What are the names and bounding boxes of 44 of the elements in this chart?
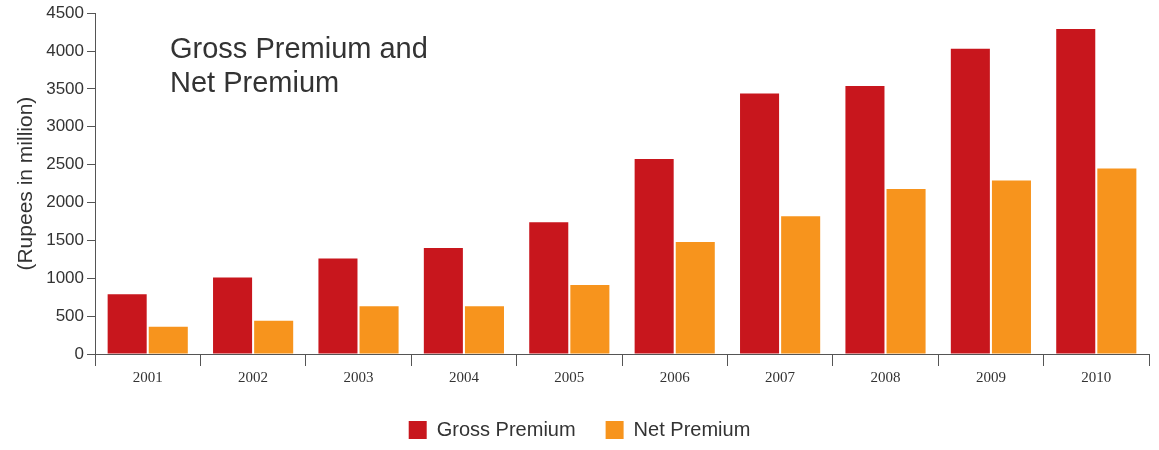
bar: [634, 158, 674, 354]
y-tick-label: 4000: [46, 40, 85, 60]
x-tick-label: 2005: [554, 368, 585, 385]
y-tick-label: 2500: [46, 154, 85, 174]
bar: [359, 306, 399, 354]
bar: [107, 294, 147, 354]
bar: [1056, 29, 1096, 354]
y-tick-label: 2000: [46, 192, 85, 212]
y-tick-label: 0: [74, 343, 85, 363]
y-tick-label: 500: [55, 305, 85, 325]
y-axis-title: (Rupees in million): [13, 96, 37, 271]
bar: [675, 241, 715, 354]
bar: [148, 326, 188, 354]
x-tick-label: 2007: [765, 368, 796, 385]
bar: [781, 216, 821, 354]
y-tick-label: 3000: [46, 116, 85, 136]
y-tick-label: 1500: [46, 230, 85, 250]
legend-label: Gross Premium: [436, 417, 576, 440]
bar: [845, 85, 885, 354]
bar: [254, 320, 294, 354]
legend-label: Net Premium: [633, 417, 751, 440]
bar: [950, 48, 990, 354]
x-tick-label: 2002: [238, 368, 269, 385]
text: Gross Premium and Net Premium: [170, 31, 428, 98]
x-tick-label: 2010: [1081, 368, 1112, 385]
y-tick-label: 3500: [46, 78, 85, 98]
x-tick-label: 2004: [448, 368, 480, 385]
x-tick-label: 2006: [659, 368, 691, 385]
bar: [318, 258, 358, 354]
bar: [570, 285, 610, 354]
x-tick-label: 2003: [343, 368, 374, 385]
y-tick-label: 4500: [46, 2, 85, 22]
y-tick-label: 1000: [46, 267, 85, 287]
bar: [991, 180, 1031, 354]
bar: [529, 222, 569, 354]
x-tick-label: 2009: [975, 368, 1006, 385]
bar: [740, 93, 780, 354]
bar: [464, 306, 504, 354]
bar: [886, 188, 926, 354]
x-tick-label: 2001: [132, 368, 163, 385]
bar: [423, 247, 463, 354]
bar: [1097, 168, 1137, 354]
bar: [213, 277, 253, 354]
x-tick-label: 2008: [870, 368, 901, 385]
